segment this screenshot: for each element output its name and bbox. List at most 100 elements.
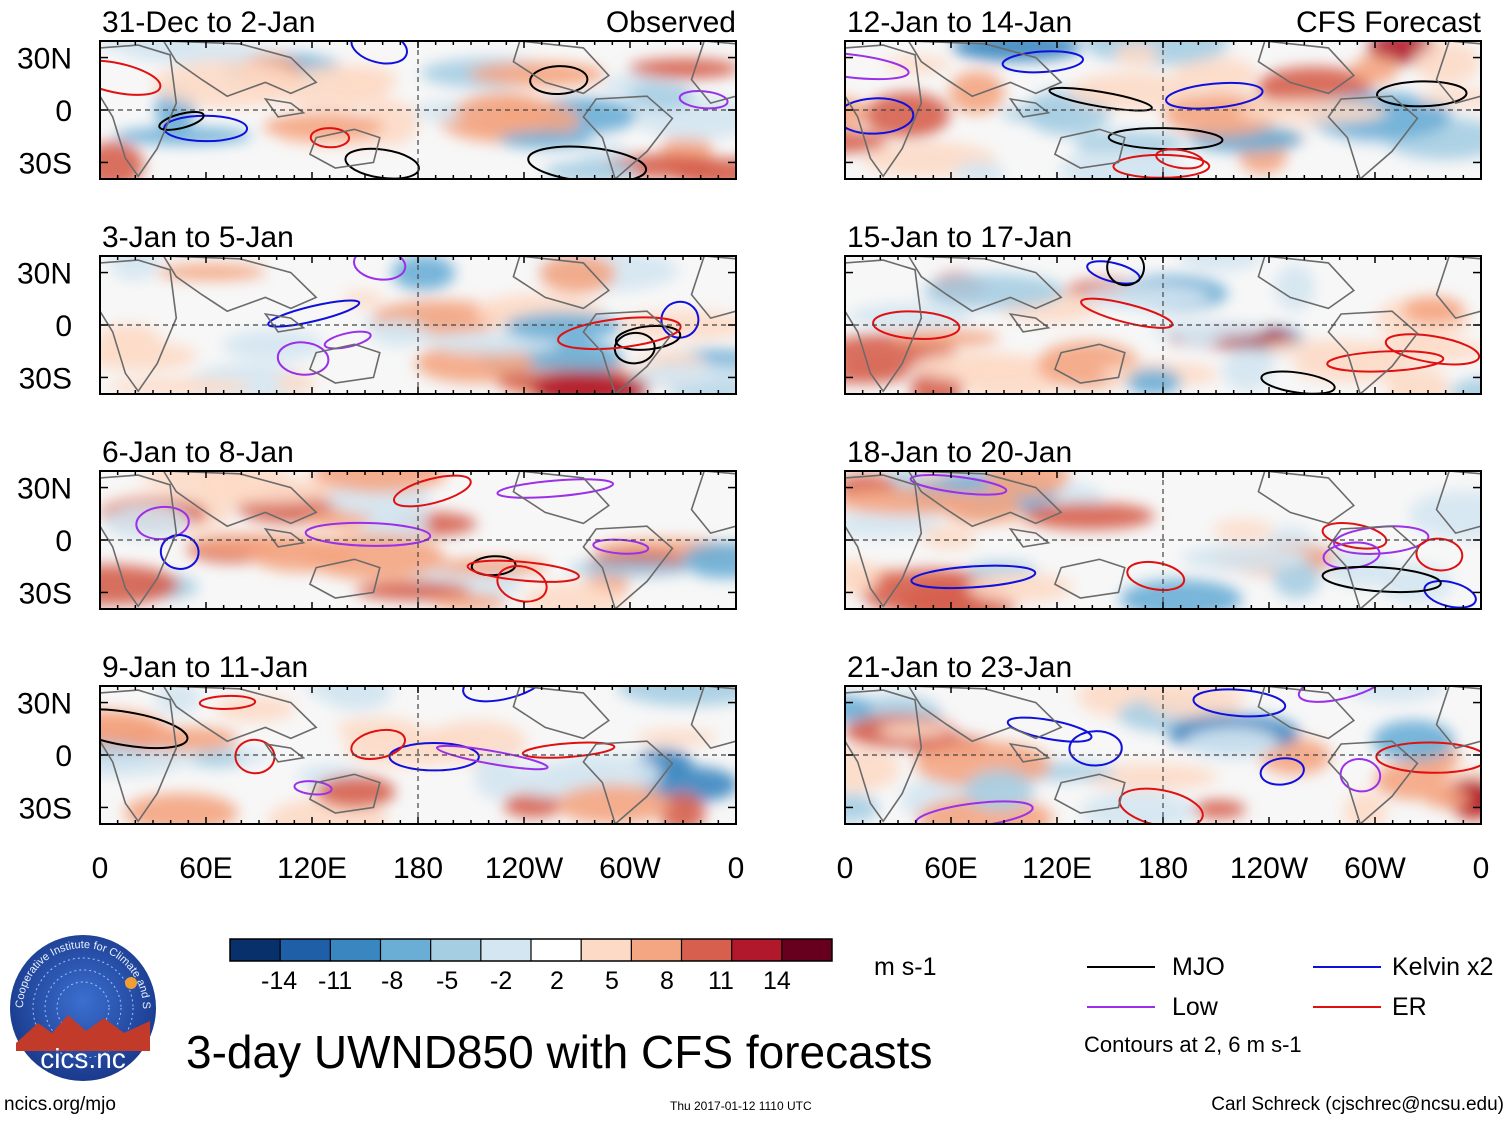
wind-anomaly-blob (864, 91, 950, 139)
contour-loop (1376, 80, 1468, 108)
wind-anomaly-blob (1409, 491, 1481, 539)
wind-anomaly-blob (567, 560, 695, 577)
colorbar-tick-label: -5 (436, 967, 459, 995)
colorbar (229, 938, 833, 962)
x-tick-label: 0 (837, 852, 854, 885)
continent-outline (1053, 558, 1126, 599)
continent-outline (263, 742, 306, 763)
wind-anomaly-blob (967, 572, 1073, 603)
source-link[interactable]: ncics.org/mjo (4, 1094, 116, 1115)
wind-anomaly-blob (1372, 720, 1455, 762)
wind-anomaly-blob (845, 793, 879, 823)
contour-loop (100, 708, 189, 750)
panel-ticks (99, 471, 737, 609)
contour-loop (1192, 688, 1287, 718)
wind-anomaly-blob (1418, 89, 1481, 107)
continent-outline (162, 471, 318, 528)
wind-anomaly-blob (100, 714, 175, 753)
wind-anomaly-blob (156, 263, 266, 281)
continent-outline (162, 256, 318, 313)
y-tick-label: 30S (19, 577, 72, 610)
wind-anomaly-blob (1414, 41, 1480, 85)
wind-anomaly-blob (539, 256, 616, 294)
continent-outline (308, 128, 381, 169)
wind-anomaly-blob (1081, 791, 1196, 824)
contour-loop (353, 256, 407, 281)
colorbar-tick-label: 14 (763, 967, 791, 995)
contour-loop (309, 127, 351, 149)
wind-anomaly-blob (474, 753, 518, 800)
map-panel: 6-Jan to 8-Jan 30N 0 30S (17, 436, 737, 610)
continent-outline (1327, 310, 1419, 394)
wind-anomaly-blob (628, 81, 695, 111)
continent-outline (690, 41, 736, 105)
wind-anomaly-blob (878, 722, 951, 739)
colorbar-bin (631, 939, 682, 961)
x-tick-label: 120W (1230, 852, 1309, 885)
wind-anomaly-blob (681, 542, 736, 579)
contour-loop (529, 65, 589, 96)
continent-outline (1053, 128, 1126, 169)
contour-loop (1155, 148, 1205, 170)
timestamp: Thu 2017-01-12 1110 UTC (670, 1099, 812, 1113)
colorbar-bin (581, 939, 632, 961)
wind-anomaly-blob (1126, 368, 1182, 394)
legend-line-low (1087, 1006, 1155, 1008)
contour-loop (1415, 537, 1464, 572)
continent-outline (1257, 686, 1356, 740)
wind-anomaly-blob (263, 113, 384, 141)
continent-outline (512, 686, 611, 740)
colorbar-bin (230, 939, 281, 961)
wind-anomaly-blob (1191, 800, 1246, 819)
continent-outline (1327, 95, 1419, 179)
wind-anomaly-blob (371, 320, 427, 347)
wind-anomaly-blob (123, 793, 239, 824)
wind-anomaly-blob (921, 525, 977, 550)
continent-outline (1257, 256, 1356, 310)
panel-ticks (844, 256, 1482, 394)
contour-loop (1068, 730, 1123, 767)
contour-loop (678, 90, 729, 110)
wind-anomaly-blob (1181, 544, 1309, 572)
wind-anomaly-blob (1450, 377, 1481, 394)
contour-loop (1118, 787, 1204, 824)
wind-anomaly-blob (215, 695, 296, 723)
contour-loop (1423, 580, 1477, 609)
legend-line-mjo (1087, 966, 1155, 968)
wind-anomaly-blob (1222, 346, 1273, 392)
coastlines (100, 471, 736, 609)
panel-ticks (99, 41, 737, 179)
continent-outline (845, 259, 923, 393)
y-tick-label: 0 (55, 740, 72, 773)
contour-loop (614, 324, 682, 351)
continent-outline (100, 474, 178, 608)
panel-date-label: 12-Jan to 14-Jan (847, 6, 1072, 39)
wind-anomaly-blob (455, 93, 552, 132)
x-tick-label: 60E (179, 852, 232, 885)
contour-loop (1006, 716, 1093, 743)
contour-loop (527, 145, 648, 179)
wind-anomaly-blob (625, 363, 736, 389)
wind-anomaly-blob (342, 291, 384, 308)
wind-anomaly-blob (848, 303, 973, 329)
y-tick-label: 30S (19, 147, 72, 180)
y-tick-label: 0 (55, 95, 72, 128)
contour-loop (392, 474, 472, 508)
contour-loop (496, 478, 615, 499)
panel-source-label: Observed (606, 6, 736, 39)
wind-anomaly-blob (114, 127, 253, 145)
y-tick-label: 30N (17, 258, 72, 291)
continent-outline (512, 471, 611, 525)
wind-anomaly-blob (503, 792, 563, 818)
wind-anomaly-blob (100, 341, 198, 372)
wind-anomaly-blob (953, 161, 1005, 179)
contour-loop (135, 505, 190, 541)
continent-outline (1008, 97, 1051, 118)
continent-outline (1327, 525, 1419, 609)
wind-anomaly-blob (222, 329, 325, 361)
wind-anomaly-blob (845, 365, 908, 384)
colorbar-bin (480, 939, 532, 961)
continent-outline (845, 44, 923, 178)
continent-outline (100, 689, 178, 823)
y-tick-label: 0 (55, 310, 72, 343)
